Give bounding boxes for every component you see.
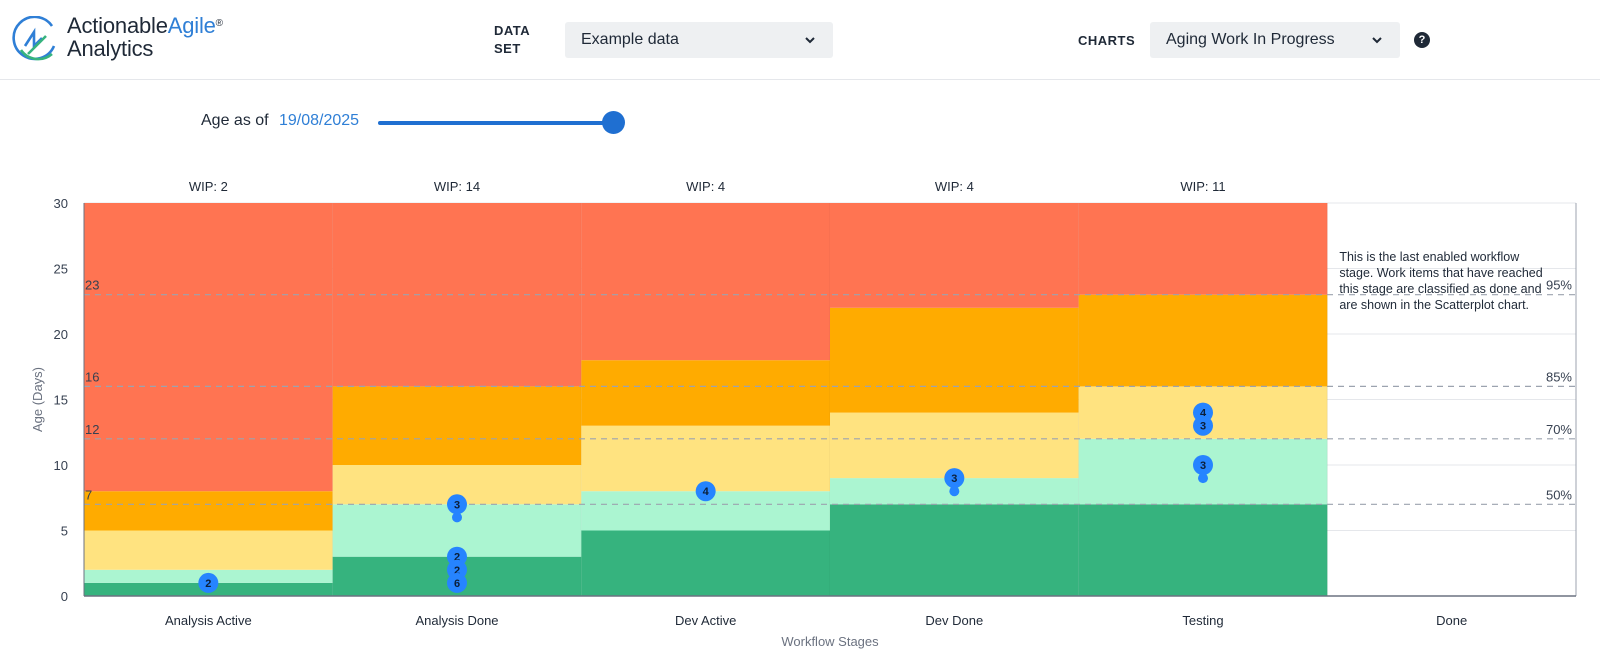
y-axis-title: Age (Days) — [30, 367, 45, 432]
band-85-3 — [830, 412, 1079, 479]
work-item-cluster[interactable] — [695, 481, 716, 502]
work-item-count: 4 — [1200, 408, 1207, 420]
app-header: ActionableAgile® Analytics DATA SET Exam… — [0, 0, 1600, 80]
band-85-2 — [581, 425, 830, 492]
work-item-count: 3 — [1200, 460, 1206, 472]
band-50-4 — [1078, 504, 1328, 596]
charts-label: CHARTS — [1078, 33, 1136, 48]
band-above-95-0 — [84, 203, 333, 492]
stage-label: Dev Done — [925, 613, 983, 628]
wip-label: WIP: 4 — [686, 179, 725, 194]
percentile-left-label: 16 — [85, 369, 99, 384]
work-item-dot[interactable] — [1198, 473, 1208, 484]
work-item-count: 3 — [454, 499, 460, 511]
y-tick-label: 5 — [61, 524, 68, 539]
age-slider-thumb[interactable] — [602, 111, 625, 134]
band-95-1 — [332, 386, 582, 465]
work-item-cluster[interactable] — [944, 468, 965, 489]
done-note-line: stage. Work items that have reached — [1339, 266, 1542, 280]
work-item-dot[interactable] — [452, 512, 462, 523]
chevron-down-icon — [1372, 37, 1382, 44]
done-note-line: This is the last enabled workflow — [1339, 250, 1520, 264]
done-stage-note: This is the last enabled workflow stage. … — [1339, 250, 1542, 312]
work-item-count: 2 — [205, 578, 211, 590]
y-tick-label: 30 — [54, 196, 68, 211]
percentile-label: 95% — [1546, 278, 1572, 293]
band-above-95-3 — [830, 203, 1079, 308]
work-item-cluster[interactable] — [198, 572, 219, 593]
stage-label: Done — [1436, 613, 1467, 628]
work-item-count: 4 — [703, 486, 710, 498]
wip-label: WIP: 4 — [935, 179, 974, 194]
work-item-count: 3 — [951, 473, 957, 485]
band-above-95-2 — [581, 203, 830, 361]
work-item-cluster[interactable] — [447, 572, 467, 593]
help-icon[interactable]: ? — [1414, 32, 1430, 48]
band-95-3 — [830, 307, 1079, 413]
stage-label: Analysis Active — [165, 613, 252, 628]
band-above-95-4 — [1078, 203, 1328, 295]
charts-select-value: Aging Work In Progress — [1166, 31, 1335, 48]
percentile-left-label: 23 — [85, 278, 99, 293]
wip-label: WIP: 2 — [189, 179, 228, 194]
x-axis-title: Workflow Stages — [781, 634, 879, 649]
stage-label: Dev Active — [675, 613, 736, 628]
done-note-line: are shown in the Scatterplot chart. — [1339, 298, 1529, 312]
age-slider-track[interactable] — [378, 121, 614, 125]
work-item-count: 3 — [1200, 421, 1206, 433]
percentile-label: 70% — [1546, 422, 1572, 437]
charts-select[interactable]: Aging Work In Progress — [1150, 22, 1400, 58]
work-item-cluster[interactable] — [447, 494, 467, 515]
band-95-4 — [1078, 294, 1328, 387]
band-95-0 — [84, 491, 333, 531]
work-item-count: 2 — [454, 552, 460, 564]
done-note-line: this stage are classified as done and — [1339, 282, 1541, 296]
y-tick-label: 15 — [54, 393, 68, 408]
percentile-label: 85% — [1546, 369, 1572, 384]
work-item-cluster[interactable] — [1193, 455, 1213, 475]
wip-label: WIP: 11 — [1180, 179, 1225, 194]
band-50-3 — [830, 504, 1079, 596]
band-85-0 — [84, 530, 333, 570]
logo-icon[interactable] — [12, 16, 60, 64]
percentile-left-label: 12 — [85, 422, 99, 437]
age-date-picker[interactable]: 19/08/2025 — [279, 112, 360, 129]
band-95-2 — [581, 360, 830, 426]
work-item-dot[interactable] — [949, 486, 960, 497]
dataset-select[interactable]: Example data — [565, 22, 833, 58]
stage-label: Testing — [1182, 613, 1223, 628]
y-tick-label: 10 — [54, 458, 68, 473]
chevron-down-icon — [805, 37, 815, 44]
band-above-95-1 — [332, 203, 582, 387]
stage-label: Analysis Done — [415, 613, 498, 628]
y-tick-label: 25 — [54, 262, 68, 277]
logo-text: ActionableAgile® Analytics — [67, 13, 223, 61]
work-item-count: 6 — [454, 578, 460, 590]
wip-label: WIP: 14 — [434, 179, 480, 194]
percentile-label: 50% — [1546, 487, 1572, 502]
y-tick-label: 0 — [61, 589, 68, 604]
dataset-select-value: Example data — [581, 31, 679, 48]
work-item-count: 2 — [454, 565, 460, 577]
percentile-left-label: 7 — [85, 487, 92, 502]
dataset-label: DATA SET — [494, 23, 531, 56]
work-item-cluster[interactable] — [1193, 415, 1213, 436]
band-50-2 — [581, 530, 830, 596]
age-as-of-label: Age as of — [201, 112, 269, 129]
y-tick-label: 20 — [54, 327, 68, 342]
